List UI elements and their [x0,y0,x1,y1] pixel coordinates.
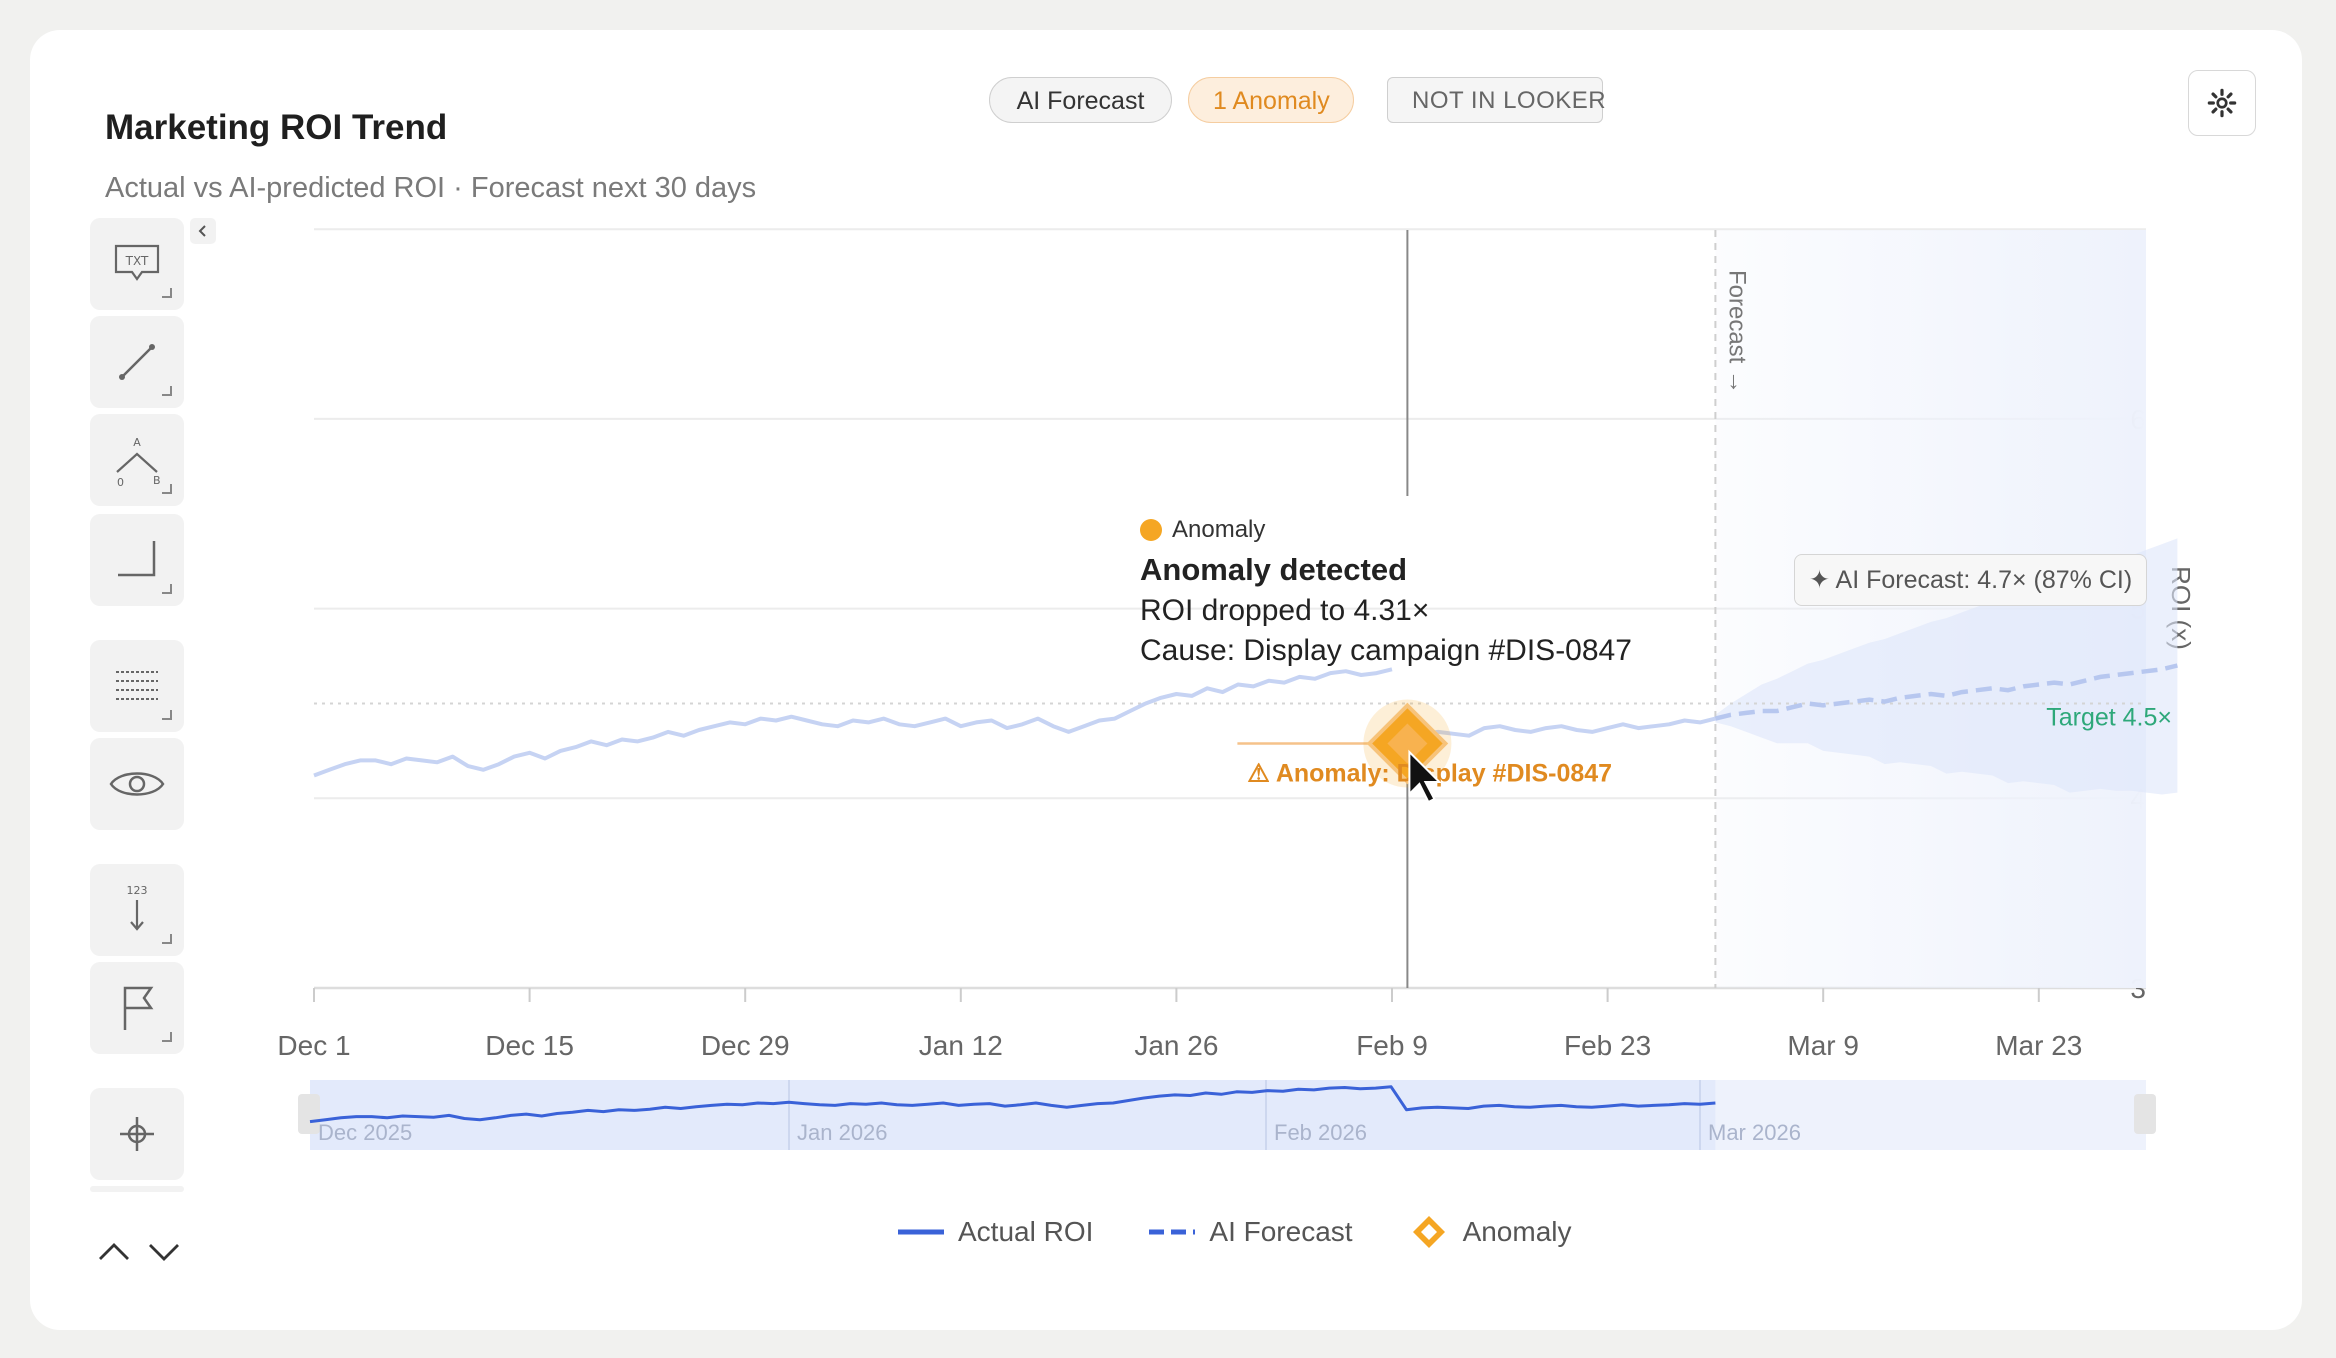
chart-legend: Actual ROI AI Forecast Anomaly [898,1215,1628,1249]
angle-measure-tool[interactable]: A 0 B [90,414,184,506]
navigator-month-label: Dec 2025 [318,1120,412,1145]
anomaly-tooltip: Anomaly Anomaly detected ROI dropped to … [1140,516,1632,668]
x-tick-label: Feb 23 [1564,1030,1651,1061]
anomaly-marker-inner [1387,723,1428,764]
crosshair-icon [120,1117,154,1151]
not-in-looker-badge: NOT IN LOOKER [1387,77,1606,123]
legend-forecast[interactable]: AI Forecast [1149,1216,1353,1248]
trend-line-tool[interactable] [90,316,184,408]
navigator-actual-line [309,1085,1716,1124]
forecast-value-badge: ✦ AI Forecast: 4.7× (87% CI) [1794,554,2148,606]
gear-icon [2207,88,2237,118]
tooltip-heading: Anomaly detected [1140,552,1408,587]
navigator-month-label: Mar 2026 [1708,1120,1801,1145]
legend-anomaly-label: Anomaly [1462,1216,1572,1247]
diamond-swatch-icon [1412,1216,1445,1248]
navigator-handle-right [2134,1094,2156,1134]
toolbar-scroll-edge [90,1186,184,1192]
svg-text:A: A [133,436,141,449]
x-tick-label: Jan 26 [1134,1030,1218,1061]
svg-text:123: 123 [127,884,148,897]
flag-marker-tool[interactable] [90,962,184,1054]
actual-roi-line [313,667,1716,778]
legend-actual-label: Actual ROI [958,1216,1094,1247]
x-tick-label: Dec 29 [701,1030,790,1061]
legend-anomaly[interactable]: Anomaly [1409,1212,1572,1252]
chevron-up-icon [99,1243,129,1260]
svg-text:B: B [153,474,161,487]
trend-line-icon [119,344,155,380]
visibility-tool[interactable] [90,738,184,830]
chevron-left-icon [198,225,206,237]
legend-actual[interactable]: Actual ROI [898,1216,1093,1248]
ai-forecast-line [1714,663,2178,721]
chart-subtitle: Actual vs AI-predicted ROI · Forecast ne… [105,172,757,204]
crosshair-tool[interactable] [90,1088,184,1180]
angle-measure-icon: A 0 B [116,436,161,488]
legend-forecast-label: AI Forecast [1209,1216,1353,1247]
flag-marker-icon [123,986,154,1030]
scroll-down-button[interactable] [144,1232,184,1272]
anomaly-dot-icon [1140,519,1162,541]
chart-title: Marketing ROI Trend [105,108,448,147]
x-tick-label: Dec 1 [277,1030,350,1061]
x-tick-label: Mar 9 [1787,1030,1859,1061]
number-sort-icon: 123 [127,884,148,931]
gridlines-icon [116,671,158,700]
gridlines-tool[interactable] [90,640,184,732]
tooltip-line-1: ROI dropped to 4.31× [1140,594,1430,627]
text-annotation-icon: TXT [114,244,160,281]
visibility-eye-icon [109,772,165,796]
settings-button[interactable] [2188,70,2256,136]
svg-text:0: 0 [117,476,124,488]
ai-forecast-badge[interactable]: AI Forecast [989,77,1172,123]
tooltip-category: Anomaly [1172,516,1266,543]
axis-corner-tool[interactable] [90,514,184,606]
x-tick-label: Feb 9 [1356,1030,1428,1061]
number-sort-tool[interactable]: 123 [90,864,184,956]
tooltip-line-2: Cause: Display campaign #DIS-0847 [1140,634,1632,667]
x-tick-label: Jan 12 [919,1030,1003,1061]
target-label: Target 4.5× [2046,703,2172,731]
navigator-month-label: Feb 2026 [1274,1120,1367,1145]
text-annotation-tool[interactable]: TXT [90,218,184,310]
collapse-toolbar-button[interactable] [190,218,216,244]
anomaly-count-badge[interactable]: 1 Anomaly [1188,77,1354,123]
scroll-up-button[interactable] [94,1232,134,1272]
solid-line-swatch-icon [898,1229,944,1235]
dashed-line-swatch-icon [1149,1229,1196,1235]
navigator-month-label: Jan 2026 [797,1120,888,1145]
forecast-divider-label: Forecast → [1723,270,1750,394]
svg-text:TXT: TXT [125,254,149,268]
navigator-handle-left [298,1094,320,1134]
axis-corner-icon [118,541,156,577]
x-tick-label: Mar 23 [1995,1030,2082,1061]
chevron-down-icon [149,1244,179,1261]
x-tick-label: Dec 15 [485,1030,574,1061]
mouse-cursor-icon [1408,749,1442,804]
